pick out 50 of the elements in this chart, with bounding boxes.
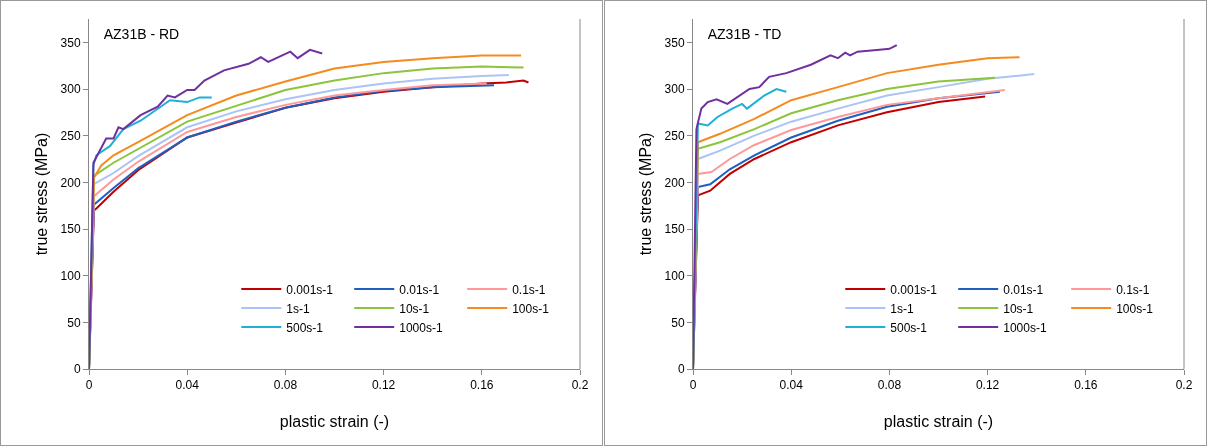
y-tick-label: 150 bbox=[664, 222, 685, 237]
y-tick-label: 250 bbox=[664, 128, 685, 143]
x-tick-label: 0.12 bbox=[371, 378, 396, 393]
legend-label: 100s-1 bbox=[1116, 301, 1154, 316]
legend-label: 0.001s-1 bbox=[890, 282, 938, 297]
x-axis-title: plastic strain (-) bbox=[883, 413, 994, 430]
y-tick-label: 300 bbox=[664, 82, 685, 97]
x-tick-label: 0.04 bbox=[779, 378, 804, 393]
legend-label: 0.1s-1 bbox=[512, 282, 546, 297]
legend-label: 1s-1 bbox=[890, 301, 914, 316]
y-tick-label: 350 bbox=[664, 35, 685, 50]
x-tick-label: 0.08 bbox=[877, 378, 902, 393]
x-tick-label: 0.04 bbox=[175, 378, 200, 393]
legend-label: 1000s-1 bbox=[1003, 320, 1047, 335]
x-tick-label: 0.16 bbox=[470, 378, 494, 393]
y-axis-title: true stress (MPa) bbox=[33, 132, 50, 256]
x-tick-label: 0.2 bbox=[1175, 378, 1193, 393]
legend-label: 0.01s-1 bbox=[1003, 282, 1044, 297]
legend-label: 10s-1 bbox=[1003, 301, 1034, 316]
legend-label: 0.01s-1 bbox=[399, 282, 440, 297]
x-axis-title: plastic strain (-) bbox=[279, 413, 390, 430]
legend-label: 1000s-1 bbox=[399, 320, 443, 335]
legend-label: 500s-1 bbox=[286, 320, 324, 335]
legend-label: 500s-1 bbox=[890, 320, 928, 335]
y-tick-label: 350 bbox=[60, 35, 81, 50]
y-tick-label: 150 bbox=[60, 222, 81, 237]
y-tick-label: 50 bbox=[671, 315, 685, 330]
x-tick-label: 0.2 bbox=[571, 378, 589, 393]
y-tick-label: 300 bbox=[60, 82, 81, 97]
y-tick-label: 100 bbox=[60, 268, 81, 283]
x-tick-label: 0 bbox=[689, 378, 697, 393]
x-tick-label: 0.08 bbox=[273, 378, 298, 393]
y-axis-title: true stress (MPa) bbox=[637, 132, 654, 256]
y-tick-label: 200 bbox=[60, 175, 81, 190]
y-tick-label: 0 bbox=[677, 362, 685, 377]
legend-label: 1s-1 bbox=[286, 301, 310, 316]
y-tick-label: 0 bbox=[73, 362, 81, 377]
y-tick-label: 200 bbox=[664, 175, 685, 190]
text: AZ31B - TD bbox=[707, 26, 782, 43]
y-tick-label: 50 bbox=[67, 315, 81, 330]
legend-label: 10s-1 bbox=[399, 301, 430, 316]
y-tick-label: 100 bbox=[664, 268, 685, 283]
legend-label: 0.001s-1 bbox=[286, 282, 334, 297]
x-tick-label: 0.12 bbox=[975, 378, 1000, 393]
legend-label: 0.1s-1 bbox=[1116, 282, 1150, 297]
y-tick-label: 250 bbox=[60, 128, 81, 143]
x-tick-label: 0 bbox=[85, 378, 93, 393]
legend-label: 100s-1 bbox=[512, 301, 550, 316]
text: AZ31B - RD bbox=[103, 26, 180, 43]
x-tick-label: 0.16 bbox=[1074, 378, 1098, 393]
